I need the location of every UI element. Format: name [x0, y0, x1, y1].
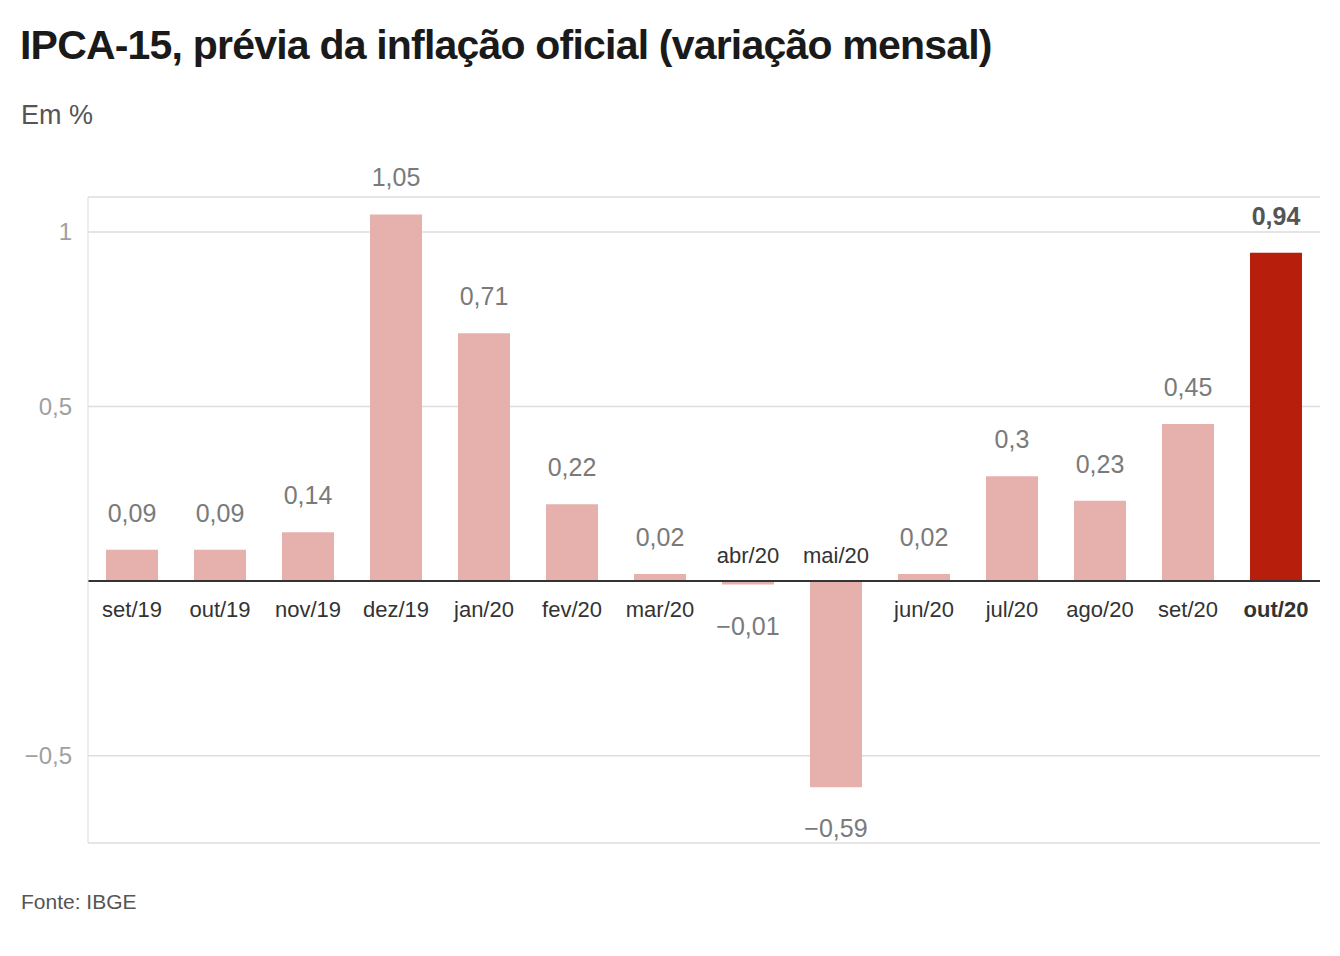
svg-text:0,09: 0,09	[108, 499, 157, 527]
svg-text:0,5: 0,5	[39, 393, 72, 420]
svg-text:0,09: 0,09	[196, 499, 245, 527]
svg-text:0,02: 0,02	[900, 523, 949, 551]
svg-text:1: 1	[59, 218, 72, 245]
svg-text:jan/20: jan/20	[453, 597, 514, 622]
svg-text:set/19: set/19	[102, 597, 162, 622]
svg-text:−0,59: −0,59	[804, 814, 867, 842]
svg-text:mar/20: mar/20	[626, 597, 694, 622]
svg-text:1,05: 1,05	[372, 163, 421, 191]
html-text:IPCA-15, prévia da inflação of: IPCA-15, prévia da inflação oficial (var…	[20, 22, 992, 68]
svg-text:0,14: 0,14	[284, 481, 333, 509]
svg-text:ago/20: ago/20	[1066, 597, 1133, 622]
svg-text:out/20: out/20	[1244, 597, 1309, 622]
svg-text:0,71: 0,71	[460, 282, 509, 310]
svg-text:0,94: 0,94	[1252, 202, 1301, 230]
svg-text:0,3: 0,3	[995, 425, 1030, 453]
svg-text:abr/20: abr/20	[717, 543, 779, 568]
svg-text:mai/20: mai/20	[803, 543, 869, 568]
svg-text:dez/19: dez/19	[363, 597, 429, 622]
html-text:Fonte: IBGE: Fonte: IBGE	[21, 890, 137, 913]
svg-text:0,22: 0,22	[548, 453, 597, 481]
svg-text:jun/20: jun/20	[893, 597, 954, 622]
svg-text:jul/20: jul/20	[985, 597, 1039, 622]
svg-text:set/20: set/20	[1158, 597, 1218, 622]
svg-text:−0,01: −0,01	[716, 612, 779, 640]
svg-text:nov/19: nov/19	[275, 597, 341, 622]
svg-text:−0,5: −0,5	[25, 742, 72, 769]
svg-text:fev/20: fev/20	[542, 597, 602, 622]
svg-text:0,02: 0,02	[636, 523, 685, 551]
svg-text:0,23: 0,23	[1076, 450, 1125, 478]
svg-text:out/19: out/19	[189, 597, 250, 622]
html-text:Em %: Em %	[21, 100, 93, 130]
svg-text:0,45: 0,45	[1164, 373, 1213, 401]
